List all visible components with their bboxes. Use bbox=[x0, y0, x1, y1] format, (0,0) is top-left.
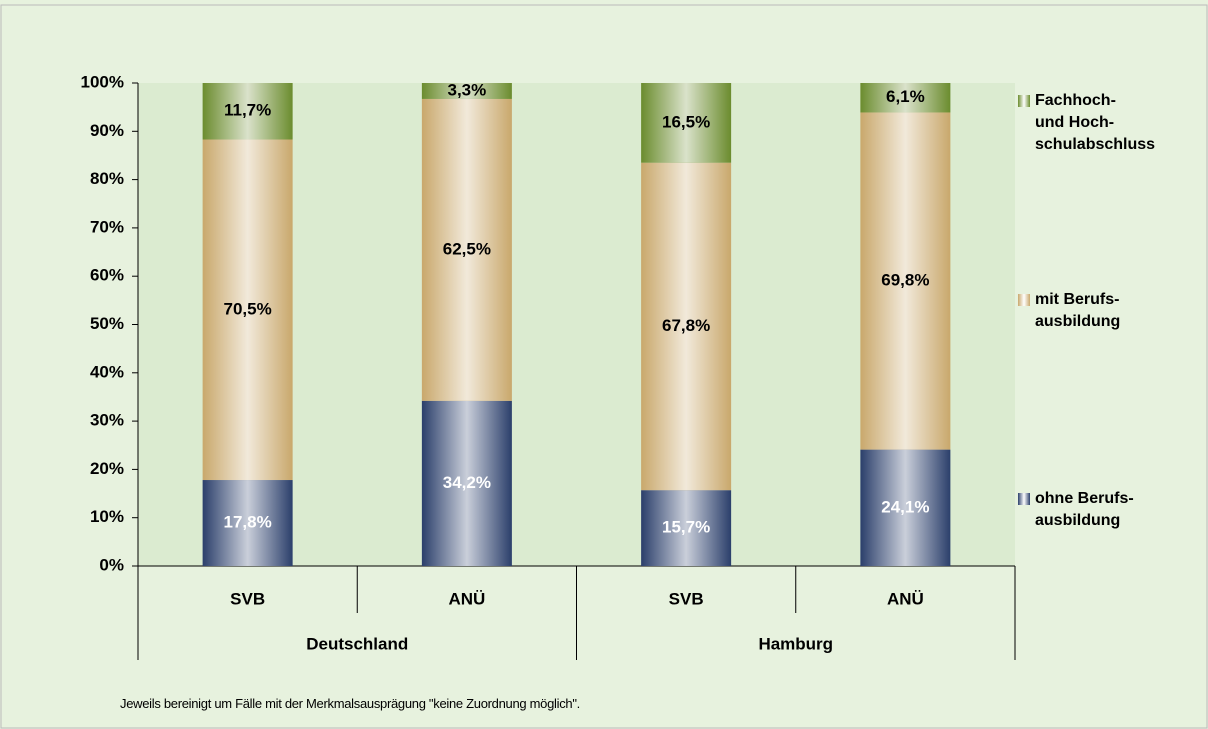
group-label: Hamburg bbox=[758, 634, 833, 653]
value-label: 17,8% bbox=[224, 512, 272, 531]
bar-highlight bbox=[202, 480, 293, 566]
x-tick-label: ANÜ bbox=[448, 589, 485, 608]
bar-highlight bbox=[421, 83, 512, 99]
legend-swatch bbox=[1018, 294, 1030, 306]
value-label: 70,5% bbox=[224, 299, 272, 318]
y-tick-label: 80% bbox=[90, 169, 124, 188]
y-tick-label: 90% bbox=[90, 121, 124, 140]
legend-label: Fachhoch- und Hoch- schulabschluss bbox=[1035, 92, 1156, 153]
legend-label: mit Berufs- ausbildung bbox=[1035, 291, 1121, 330]
value-label: 34,2% bbox=[443, 473, 491, 492]
bar-highlight bbox=[421, 400, 512, 566]
y-tick-label: 30% bbox=[90, 411, 124, 430]
bar-highlight bbox=[641, 162, 732, 491]
bar-highlight bbox=[860, 112, 951, 450]
value-label: 62,5% bbox=[443, 239, 491, 258]
group-label: Deutschland bbox=[306, 634, 408, 653]
bar-highlight bbox=[641, 83, 732, 163]
value-label: 24,1% bbox=[881, 497, 929, 516]
x-tick-label: ANÜ bbox=[887, 589, 924, 608]
bar-highlight bbox=[860, 83, 951, 113]
value-label: 6,1% bbox=[886, 87, 925, 106]
bar-highlight bbox=[860, 449, 951, 566]
x-tick-label: SVB bbox=[230, 589, 265, 608]
bar-highlight bbox=[202, 83, 293, 140]
bar-highlight bbox=[202, 139, 293, 481]
y-tick-label: 60% bbox=[90, 266, 124, 285]
y-tick-label: 0% bbox=[99, 555, 124, 574]
bar-highlight bbox=[421, 98, 512, 401]
x-tick-label: SVB bbox=[669, 589, 704, 608]
y-tick-label: 40% bbox=[90, 362, 124, 381]
y-tick-label: 20% bbox=[90, 459, 124, 478]
value-label: 11,7% bbox=[224, 101, 271, 120]
y-tick-label: 10% bbox=[90, 507, 124, 526]
y-tick-label: 100% bbox=[81, 72, 124, 91]
footnote: Jeweils bereinigt um Fälle mit der Merkm… bbox=[120, 696, 580, 711]
legend-label: ohne Berufs- ausbildung bbox=[1035, 490, 1134, 529]
y-tick-label: 70% bbox=[90, 217, 124, 236]
value-label: 69,8% bbox=[881, 271, 929, 290]
legend-swatch bbox=[1018, 493, 1030, 505]
frame bbox=[0, 4, 1208, 729]
value-label: 3,3% bbox=[448, 80, 487, 99]
y-tick-label: 50% bbox=[90, 314, 124, 333]
bar-highlight bbox=[641, 490, 732, 566]
value-label: 67,8% bbox=[662, 316, 710, 335]
legend-swatch bbox=[1018, 95, 1030, 107]
value-label: 15,7% bbox=[662, 518, 710, 537]
value-label: 16,5% bbox=[662, 112, 710, 131]
